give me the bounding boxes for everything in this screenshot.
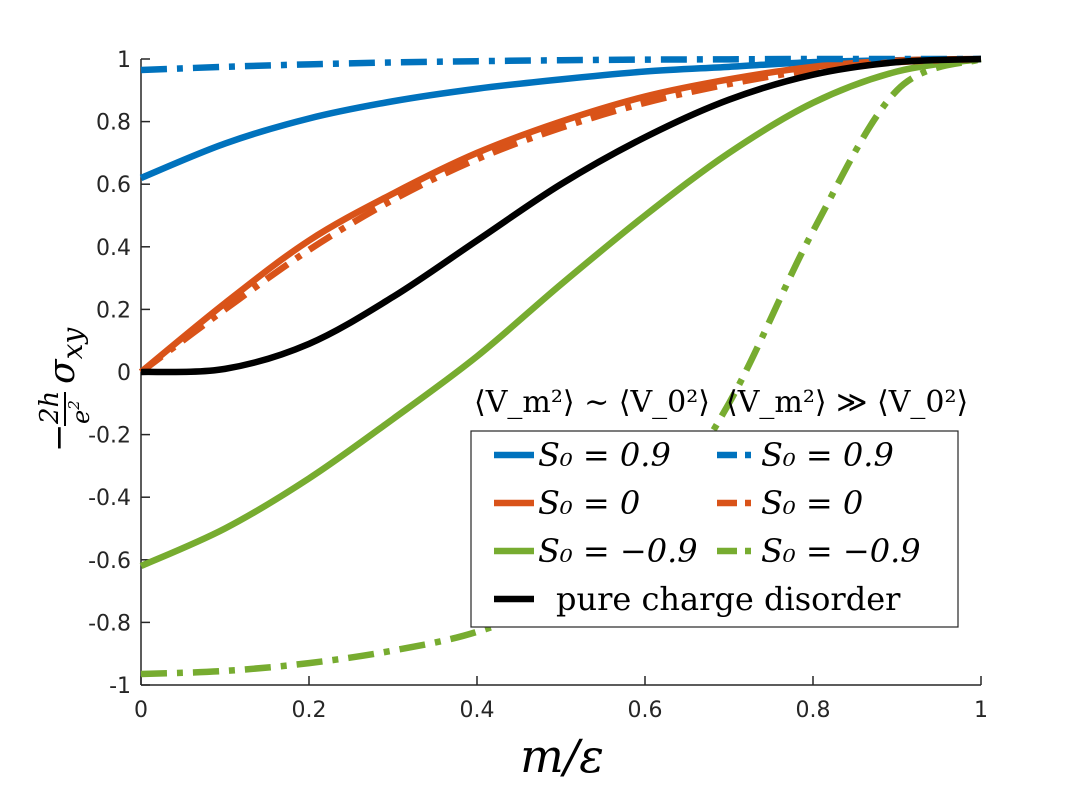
series-line-s0-0-solid bbox=[138, 55, 982, 375]
series-line-s0-0-9-solid bbox=[139, 55, 982, 570]
legend-label: S₀ = −0.9 bbox=[538, 532, 698, 570]
y-tick-label: -0.2 bbox=[88, 424, 131, 449]
y-axis-label: − 2h e2 σxy bbox=[35, 327, 95, 452]
series-line-s0-0-dashed bbox=[139, 55, 982, 375]
legend-label: S₀ = 0 bbox=[538, 484, 640, 522]
legend-box bbox=[470, 430, 959, 628]
y-tick-label: 0.8 bbox=[96, 111, 131, 136]
x-tick-label: 0.2 bbox=[292, 698, 327, 723]
x-tick-label: 0.4 bbox=[460, 698, 495, 723]
x-tick-label: 0.8 bbox=[796, 698, 831, 723]
legend-headers: ⟨V_m²⟩ ∼ ⟨V_0²⟩ ⟨V_m²⟩ ≫ ⟨V_0²⟩ bbox=[474, 385, 968, 420]
legend-label: S₀ = 0.9 bbox=[761, 436, 894, 474]
y-tick-label: 0.6 bbox=[96, 173, 131, 198]
y-tick-label: -1 bbox=[109, 674, 131, 699]
y-tick-label: -0.4 bbox=[88, 486, 131, 511]
legend-label: S₀ = −0.9 bbox=[761, 532, 921, 570]
svg-text:−: − bbox=[39, 424, 79, 453]
y-tick-label: -0.8 bbox=[88, 611, 131, 636]
legend-label: S₀ = 0.9 bbox=[538, 436, 671, 474]
y-tick-label: -0.6 bbox=[88, 549, 131, 574]
svg-text:2h: 2h bbox=[35, 391, 65, 425]
series-line-s0-0-9-dashed bbox=[140, 55, 981, 74]
legend-header-dominant: ⟨V_m²⟩ ≫ ⟨V_0²⟩ bbox=[726, 385, 968, 420]
legend-header-comparable: ⟨V_m²⟩ ∼ ⟨V_0²⟩ bbox=[474, 385, 710, 420]
svg-text:σxy: σxy bbox=[42, 327, 89, 384]
y-tick-label: 0.2 bbox=[96, 298, 131, 323]
legend-label: S₀ = 0 bbox=[761, 484, 863, 522]
y-tick-label: 0.4 bbox=[96, 236, 131, 261]
legend-label: pure charge disorder bbox=[556, 580, 901, 618]
x-tick-label: 0.6 bbox=[628, 698, 663, 723]
y-tick-label: 1 bbox=[117, 48, 131, 73]
x-tick-label: 0 bbox=[134, 698, 148, 723]
axes: 0 0.2 0.4 0.6 0.8 1 1 0.8 0.6 0.4 0.2 0 -0.2 -0.4 -0.6… bbox=[88, 48, 988, 723]
series-line-pure-charge-disorder bbox=[140, 55, 982, 376]
legend: S₀ = 0.9 S₀ = 0 S₀ = −0.9 S₀ = 0.9 S₀ = 0 S₀ … bbox=[470, 430, 959, 628]
x-axis-label: m/ε bbox=[520, 729, 604, 783]
x-tick-label: 1 bbox=[974, 698, 988, 723]
svg-text:e2: e2 bbox=[65, 400, 95, 424]
y-tick-label: 0 bbox=[117, 361, 131, 386]
